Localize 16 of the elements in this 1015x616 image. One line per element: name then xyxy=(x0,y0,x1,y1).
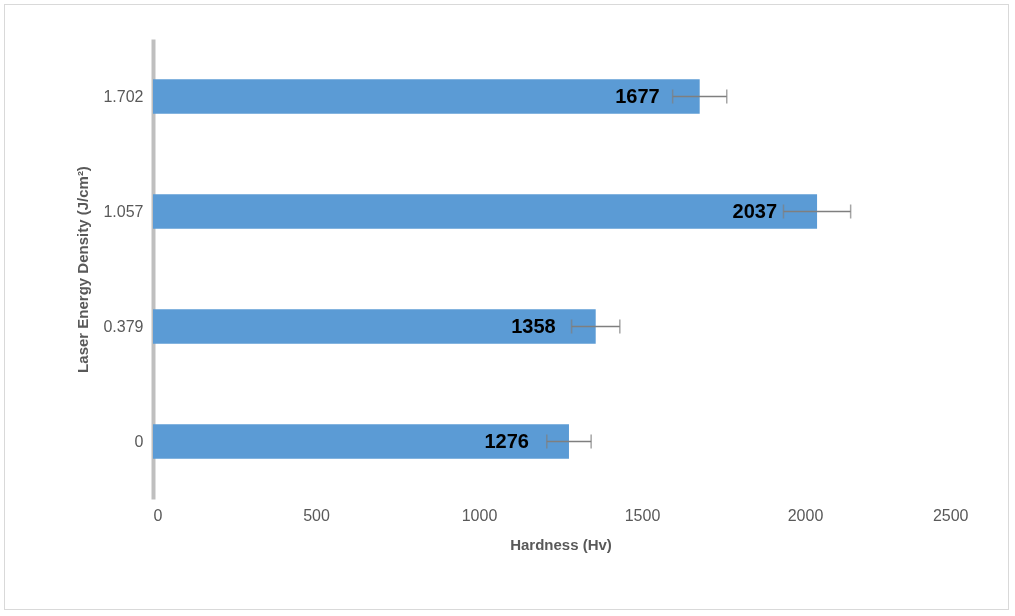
x-tick-label: 2000 xyxy=(787,506,824,524)
y-tick-label: 0 xyxy=(134,432,144,450)
data-label: 1677 xyxy=(615,84,660,107)
x-tick-label: 0 xyxy=(153,506,163,524)
x-tick-label: 1000 xyxy=(461,506,498,524)
data-label: 1358 xyxy=(511,314,556,337)
y-tick-label: 1.057 xyxy=(103,202,144,220)
x-tick-label: 500 xyxy=(303,506,330,524)
data-label: 1276 xyxy=(484,429,529,452)
x-tick-label: 2500 xyxy=(932,506,969,524)
y-tick-label: 1.702 xyxy=(103,87,144,105)
x-tick-label: 1500 xyxy=(624,506,661,524)
x-axis-title: Hardness (Hv) xyxy=(510,535,612,553)
data-label: 2037 xyxy=(732,199,778,222)
y-tick-label: 0.379 xyxy=(103,317,144,335)
y-axis-title: Laser Energy Density (J/cm²) xyxy=(74,166,92,373)
